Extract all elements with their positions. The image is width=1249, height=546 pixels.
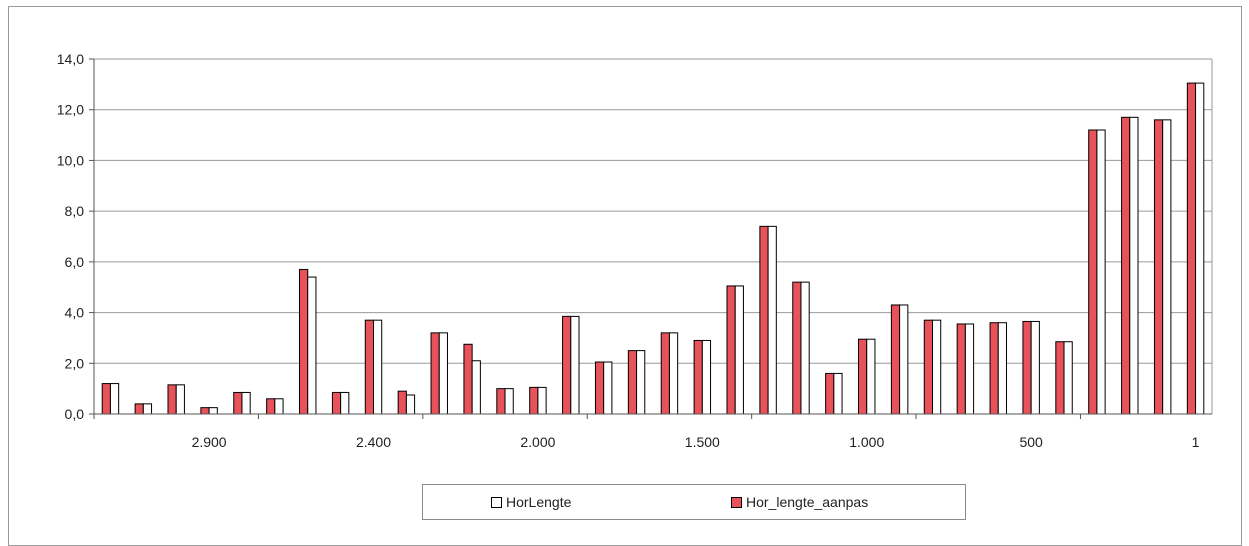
bar-hor-lengte-aanpas [726, 285, 736, 415]
legend-label-hor-lengte-aanpas: Hor_lengte_aanpas [746, 494, 869, 510]
bar-horlengte [307, 276, 317, 415]
bar-hor-lengte-aanpas [792, 281, 802, 415]
y-tick-label: 8,0 [65, 203, 85, 219]
bar-horlengte [899, 304, 909, 415]
bar-hor-lengte-aanpas [430, 332, 440, 415]
bar-hor-lengte-aanpas [233, 391, 243, 415]
bar-hor-lengte-aanpas [693, 339, 703, 415]
bar-horlengte [866, 338, 876, 415]
legend-swatch-horlengte [491, 496, 502, 508]
bar-horlengte [636, 350, 646, 415]
bar-hor-lengte-aanpas [923, 319, 934, 415]
bar-horlengte [1063, 341, 1073, 415]
x-tick-label: 2.000 [520, 434, 555, 450]
x-tick-label: 1.500 [685, 434, 720, 450]
bar-hor-lengte-aanpas [594, 361, 605, 415]
bar-hor-lengte-aanpas [562, 315, 572, 415]
bar-horlengte [668, 332, 679, 415]
bar-hor-lengte-aanpas [1186, 82, 1197, 415]
bar-hor-lengte-aanpas [1022, 320, 1032, 415]
bar-hor-lengte-aanpas [1121, 116, 1131, 415]
bar-hor-lengte-aanpas [496, 388, 506, 415]
bar-horlengte [340, 391, 350, 415]
x-tick-label: 2.900 [192, 434, 227, 450]
bar-horlengte [767, 225, 777, 415]
bar-hor-lengte-aanpas [989, 322, 999, 415]
y-tick-label: 12,0 [57, 102, 84, 118]
bar-hor-lengte-aanpas [759, 225, 769, 415]
bar-hor-lengte-aanpas [463, 343, 473, 415]
y-tick-label: 4,0 [65, 305, 85, 321]
y-tick-label: 0,0 [65, 406, 85, 422]
bar-horlengte [833, 372, 843, 415]
bar-horlengte [997, 322, 1007, 415]
bar-hor-lengte-aanpas [134, 403, 144, 415]
bar-hor-lengte-aanpas [1153, 119, 1164, 415]
bar-horlengte [471, 360, 481, 415]
y-tick-label: 2,0 [65, 355, 85, 371]
bar-hor-lengte-aanpas [1055, 341, 1065, 415]
bar-horlengte [1162, 119, 1172, 415]
tick-labels: 0,0 2,0 4,0 6,0 8,0 10,0 12,0 14,0 2.900 2.400 2.0… [57, 51, 1200, 450]
bar-horlengte [603, 361, 613, 415]
bar-horlengte [701, 339, 712, 415]
bar-horlengte [438, 332, 448, 415]
bar-horlengte [208, 407, 218, 415]
bar-horlengte [373, 319, 383, 415]
bar-hor-lengte-aanpas [364, 319, 374, 415]
bar-horlengte [1030, 320, 1040, 415]
y-tick-label: 10,0 [57, 152, 84, 168]
bar-horlengte [1096, 129, 1106, 415]
bar-hor-lengte-aanpas [858, 338, 868, 415]
legend-swatch-hor-lengte-aanpas [731, 496, 742, 508]
bars [101, 82, 1205, 415]
bar-horlengte [175, 384, 185, 415]
bar-horlengte [405, 394, 416, 415]
bar-hor-lengte-aanpas [397, 390, 407, 415]
bar-hor-lengte-aanpas [167, 384, 177, 415]
bar-horlengte [504, 388, 514, 415]
bar-hor-lengte-aanpas [956, 323, 966, 415]
y-tick-label: 14,0 [57, 51, 84, 67]
y-tick-label: 6,0 [65, 254, 85, 270]
bar-chart: 0,0 2,0 4,0 6,0 8,0 10,0 12,0 14,0 2.900 2.400 2.0… [57, 51, 1213, 450]
x-tick-label: 2.400 [356, 434, 391, 450]
bar-horlengte [1195, 82, 1205, 415]
bar-horlengte [964, 323, 975, 415]
legend-label-horlengte: HorLengte [506, 494, 572, 510]
bar-horlengte [274, 398, 284, 415]
bar-hor-lengte-aanpas [299, 268, 309, 415]
axes [89, 58, 1212, 419]
legend: HorLengte Hor_lengte_aanpas [422, 484, 966, 520]
bar-horlengte [932, 319, 942, 415]
bar-hor-lengte-aanpas [660, 332, 670, 415]
bar-hor-lengte-aanpas [825, 372, 835, 415]
legend-item-horlengte: HorLengte [491, 494, 571, 510]
legend-item-hor-lengte-aanpas: Hor_lengte_aanpas [731, 494, 868, 510]
bar-horlengte [142, 403, 153, 415]
bar-hor-lengte-aanpas [266, 398, 276, 415]
bar-horlengte [734, 285, 744, 415]
bar-hor-lengte-aanpas [1088, 129, 1098, 415]
bar-horlengte [537, 386, 547, 415]
bar-horlengte [570, 315, 580, 415]
bar-horlengte [1129, 116, 1139, 415]
bar-horlengte [109, 383, 120, 415]
bar-hor-lengte-aanpas [529, 386, 539, 415]
bar-hor-lengte-aanpas [890, 304, 901, 415]
bar-hor-lengte-aanpas [200, 407, 210, 415]
x-tick-label: 1.000 [849, 434, 884, 450]
bar-horlengte [800, 281, 810, 415]
x-tick-label: 500 [1019, 434, 1043, 450]
bar-hor-lengte-aanpas [101, 383, 111, 415]
gridlines [94, 58, 1213, 414]
bar-hor-lengte-aanpas [331, 391, 342, 415]
x-tick-label: 1 [1192, 434, 1200, 450]
bar-horlengte [241, 391, 251, 415]
bar-hor-lengte-aanpas [627, 350, 638, 415]
